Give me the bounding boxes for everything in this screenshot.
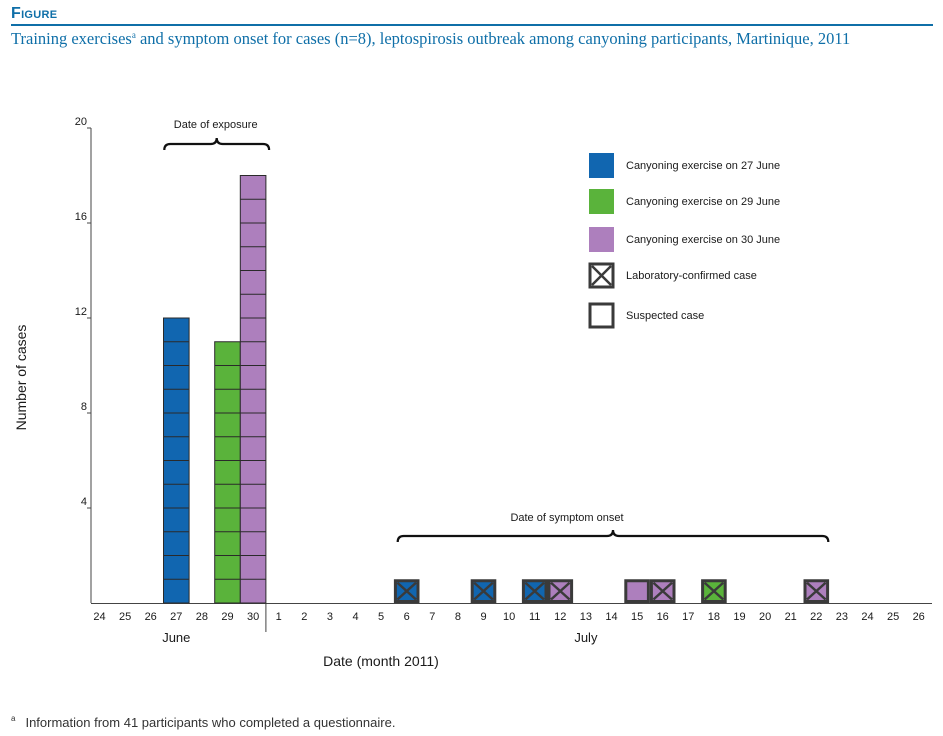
legend-swatch-blue (589, 153, 614, 178)
x-tick-label: 24 (93, 611, 105, 623)
x-axis-title: Date (month 2011) (323, 653, 439, 669)
month-label: July (574, 630, 598, 645)
x-tick-label: 17 (682, 611, 694, 623)
x-tick-label: 14 (605, 611, 617, 623)
footnote-text: Information from 41 participants who com… (25, 715, 396, 730)
exposure-bar-green (214, 341, 241, 604)
x-tick-label: 23 (836, 611, 848, 623)
exposure-brace (163, 137, 271, 151)
x-tick-label: 25 (119, 611, 131, 623)
x-tick-label: 1 (276, 611, 282, 623)
confirmed-cross-line (524, 581, 545, 601)
x-tick-label: 2 (301, 611, 307, 623)
onset-brace (396, 529, 830, 543)
x-tick-label: 25 (887, 611, 899, 623)
footnote: a Information from 41 participants who co… (11, 714, 395, 730)
suspected-case-box (624, 579, 650, 603)
y-tick-label: 4 (81, 496, 87, 508)
x-tick-label: 7 (429, 611, 435, 623)
month-label: June (162, 630, 190, 645)
legend-label: Canyoning exercise on 29 June (626, 196, 780, 208)
x-tick-label: 4 (352, 611, 358, 623)
legend-swatch-green (589, 189, 614, 214)
legend-swatch-purple (589, 227, 614, 252)
x-tick-label: 26 (913, 611, 925, 623)
x-tick-label: 21 (785, 611, 797, 623)
x-tick-label: 6 (404, 611, 410, 623)
confirmed-cross-line (550, 581, 571, 601)
title-text-rest: and symptom onset for cases (n=8), lepto… (135, 29, 851, 48)
x-tick-label: 12 (554, 611, 566, 623)
x-tick-label: 20 (759, 611, 771, 623)
legend-swatch-suspected (588, 302, 615, 329)
footnote-mark: a (11, 714, 16, 723)
x-tick-label: 11 (529, 611, 540, 623)
legend-cross-line (591, 265, 612, 286)
exposure-annotation: Date of exposure (174, 119, 258, 131)
legend-label: Suspected case (626, 310, 704, 322)
confirmed-cross-line (652, 581, 673, 601)
x-tick-label: 29 (221, 611, 233, 623)
figure-label: Figure (11, 5, 58, 22)
legend-label: Canyoning exercise on 27 June (626, 160, 780, 172)
confirmed-cross-line (806, 581, 827, 601)
x-tick-label: 8 (455, 611, 461, 623)
figure-title: Training exercisesa and symptom onset fo… (11, 30, 931, 48)
y-tick-label: 16 (75, 211, 87, 223)
x-tick-label: 30 (247, 611, 259, 623)
x-tick-label: 22 (810, 611, 822, 623)
x-tick-label: 18 (708, 611, 720, 623)
title-rule (11, 24, 933, 26)
x-tick-label: 26 (145, 611, 157, 623)
y-tick-label: 20 (75, 116, 87, 128)
x-tick-label: 27 (170, 611, 182, 623)
x-tick-label: 28 (196, 611, 208, 623)
x-tick-label: 16 (657, 611, 669, 623)
x-tick-label: 3 (327, 611, 333, 623)
legend-label: Canyoning exercise on 30 June (626, 234, 780, 246)
x-tick-label: 19 (733, 611, 745, 623)
x-tick-label: 13 (580, 611, 592, 623)
x-tick-label: 5 (378, 611, 384, 623)
y-tick-label: 12 (75, 306, 87, 318)
confirmed-cross-line (703, 581, 725, 601)
y-axis-title: Number of cases (13, 325, 29, 431)
confirmed-cross-line (396, 581, 417, 601)
x-tick-label: 15 (631, 611, 643, 623)
x-tick-label: 24 (861, 611, 873, 623)
x-tick-label: 9 (480, 611, 486, 623)
legend-label: Laboratory-confirmed case (626, 270, 757, 282)
onset-annotation: Date of symptom onset (510, 512, 623, 524)
title-footnote-mark: a (131, 30, 136, 40)
title-text: Training exercises (11, 29, 132, 48)
y-tick-label: 8 (81, 401, 87, 413)
confirmed-cross-line (473, 581, 494, 601)
x-tick-label: 10 (503, 611, 515, 623)
